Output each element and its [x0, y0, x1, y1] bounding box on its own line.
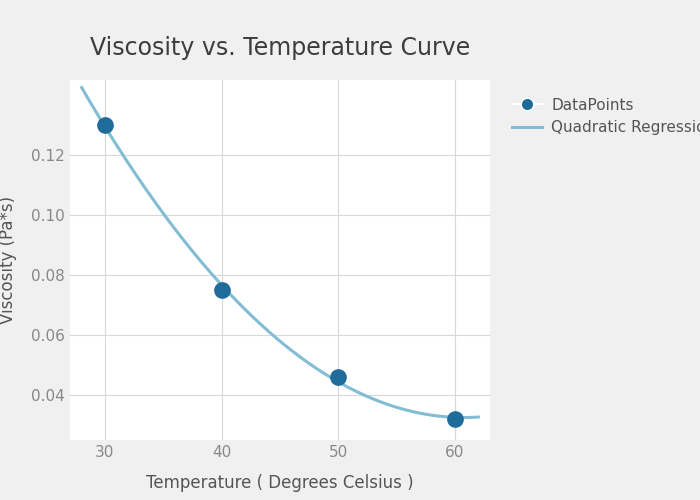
Point [332, 373, 344, 381]
Legend: DataPoints, Quadratic Regression Lion: DataPoints, Quadratic Regression Lion [512, 98, 700, 136]
Point [216, 286, 228, 294]
Y-axis label: Viscosity (Pa*s): Viscosity (Pa*s) [0, 196, 18, 324]
Point [99, 121, 111, 129]
Point [449, 415, 461, 423]
Title: Viscosity vs. Temperature Curve: Viscosity vs. Temperature Curve [90, 36, 470, 60]
X-axis label: Temperature ( Degrees Celsius ): Temperature ( Degrees Celsius ) [146, 474, 414, 492]
